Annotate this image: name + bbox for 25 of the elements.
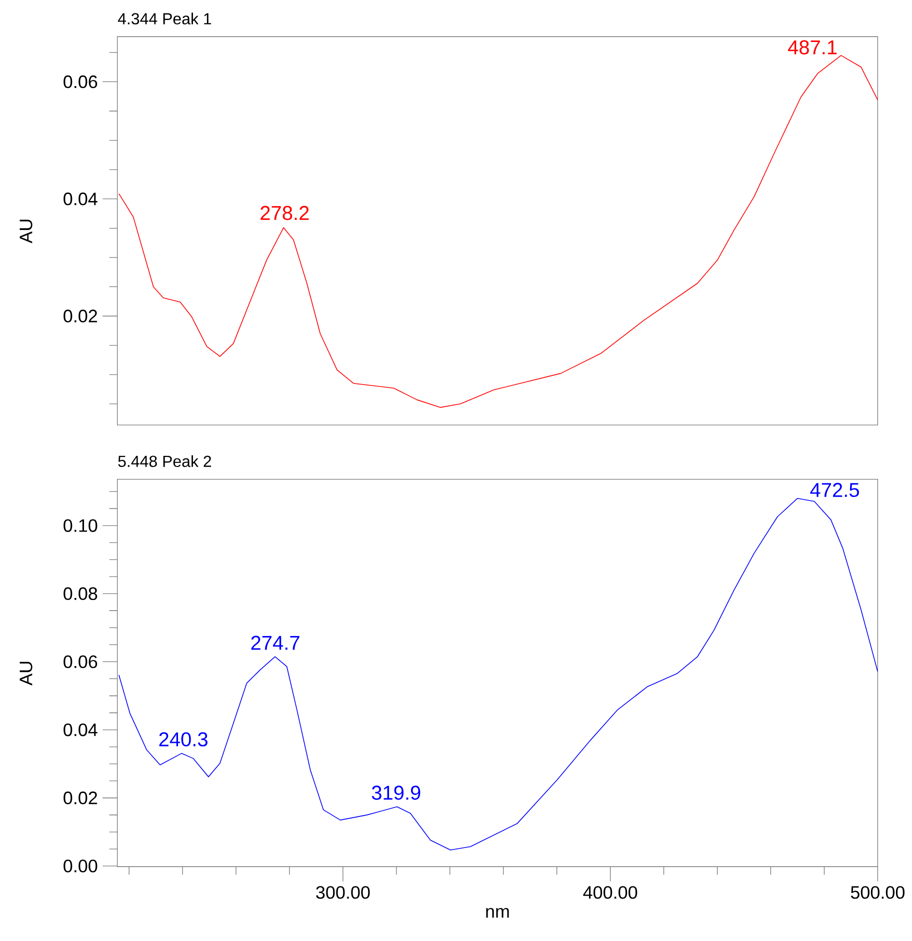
annotation: 319.9 (372, 786, 420, 800)
annotation: 472.5 (810, 482, 859, 498)
chart-title: 5.448 Peak 2 (118, 455, 212, 468)
annotation: 487.1 (788, 40, 837, 54)
y-tick-label: 0.04 (64, 723, 98, 736)
y-tick-label: 0.08 (64, 587, 98, 600)
annotation: 240.3 (159, 732, 208, 746)
line-series (118, 55, 878, 408)
x-tick-label: 400.00 (583, 886, 638, 899)
y-tick-label: 0.02 (64, 792, 98, 804)
x-tick-label: 300.00 (316, 886, 370, 899)
line-series (118, 498, 878, 850)
chart-title: 4.344 Peak 1 (118, 12, 212, 24)
y-tick-label: 0.10 (64, 519, 98, 532)
y-tick-label: 0.06 (64, 75, 98, 88)
y-tick-label: 0.04 (64, 192, 98, 206)
annotation: 278.2 (260, 206, 309, 220)
annotation: 274.7 (251, 636, 300, 650)
y-tick-label: 0.06 (64, 655, 98, 668)
y-tick-label: 0.00 (64, 860, 98, 872)
x-tick-label: 500.00 (850, 886, 905, 899)
y-tick-label: 0.02 (64, 310, 98, 322)
y-axis-title: AU (20, 220, 32, 244)
y-axis-title: AU (20, 662, 32, 686)
x-axis-title: nm (486, 908, 509, 918)
